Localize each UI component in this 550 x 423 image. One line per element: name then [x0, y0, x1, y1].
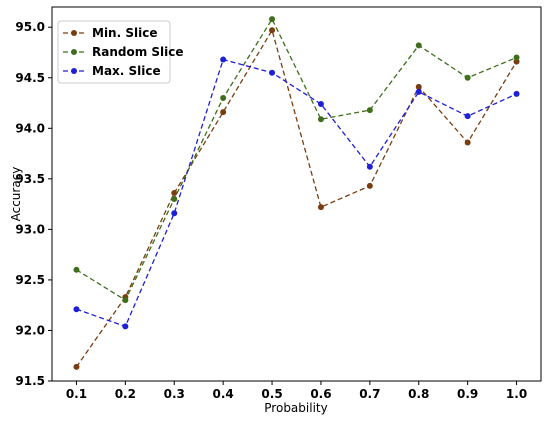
series-layer — [73, 16, 520, 370]
data-point — [366, 107, 373, 114]
data-point — [122, 297, 129, 304]
x-tick-label: 0.1 — [66, 387, 87, 401]
x-tick-label: 0.5 — [261, 387, 282, 401]
series-max-slice — [73, 56, 520, 330]
data-point — [366, 163, 373, 170]
legend: Min. Slice Random Slice Max. Slice — [57, 20, 184, 84]
data-point — [220, 94, 227, 101]
data-point — [464, 139, 471, 146]
y-tick-label: 93.5 — [15, 172, 45, 186]
x-tick-label: 0.4 — [213, 387, 234, 401]
y-tick-label: 94.0 — [15, 121, 45, 135]
x-axis-title: Probability — [264, 401, 327, 415]
y-axis-title: Accuracy — [9, 167, 23, 222]
x-tick-label: 0.6 — [310, 387, 331, 401]
y-tick-label: 91.5 — [15, 374, 45, 388]
y-tick-label: 95.0 — [15, 20, 45, 34]
legend-entry: Max. Slice — [63, 64, 161, 78]
legend-label: Max. Slice — [92, 64, 161, 78]
legend-entry: Random Slice — [63, 45, 184, 59]
series-line — [76, 17, 517, 302]
data-point — [366, 182, 373, 189]
data-point — [464, 113, 471, 120]
data-point — [513, 90, 520, 97]
legend-marker — [71, 68, 77, 74]
data-point — [269, 16, 276, 23]
data-point — [317, 116, 324, 123]
legend-box — [57, 20, 171, 84]
x-tick-label: 0.2 — [115, 387, 136, 401]
series-random-slice — [73, 16, 520, 304]
y-tick-label: 94.5 — [15, 71, 45, 85]
legend-label: Min. Slice — [92, 26, 157, 40]
data-point — [171, 189, 178, 196]
series-min-slice — [73, 27, 520, 370]
data-point — [171, 196, 178, 203]
data-point — [415, 88, 422, 95]
legend-entry: Min. Slice — [63, 26, 157, 40]
legend-marker — [71, 49, 77, 55]
x-tick-label: 0.9 — [457, 387, 478, 401]
data-point — [415, 42, 422, 49]
series-line — [75, 28, 518, 368]
data-point — [415, 83, 422, 90]
data-point — [513, 54, 520, 61]
x-tick-label: 0.7 — [359, 387, 380, 401]
x-tick-label: 1.0 — [506, 387, 527, 401]
x-tick-label: 0.8 — [408, 387, 429, 401]
legend-marker — [71, 30, 77, 36]
data-point — [220, 56, 227, 63]
data-point — [122, 323, 129, 330]
data-point — [269, 69, 276, 76]
plot-frame — [51, 6, 542, 382]
data-point — [464, 74, 471, 81]
data-point — [73, 306, 80, 313]
data-point — [171, 210, 178, 217]
data-point — [73, 363, 80, 370]
data-point — [220, 109, 227, 116]
legend-label: Random Slice — [92, 45, 184, 59]
x-tick-label: 0.3 — [164, 387, 185, 401]
data-point — [317, 204, 324, 211]
y-tick-label: 92.5 — [15, 273, 45, 287]
series-line — [76, 58, 517, 328]
data-point — [317, 101, 324, 108]
data-point — [269, 27, 276, 34]
y-tick-label: 92.0 — [15, 323, 45, 337]
y-tick-label: 93.0 — [15, 222, 45, 236]
data-point — [73, 266, 80, 273]
x-axis: 0.1 0.2 0.3 0.4 0.5 0.6 0.7 0.8 0.9 1.0 — [66, 381, 527, 401]
y-axis: 91.5 92.0 92.5 93.0 93.5 94.0 94.5 95.0 — [15, 20, 52, 388]
